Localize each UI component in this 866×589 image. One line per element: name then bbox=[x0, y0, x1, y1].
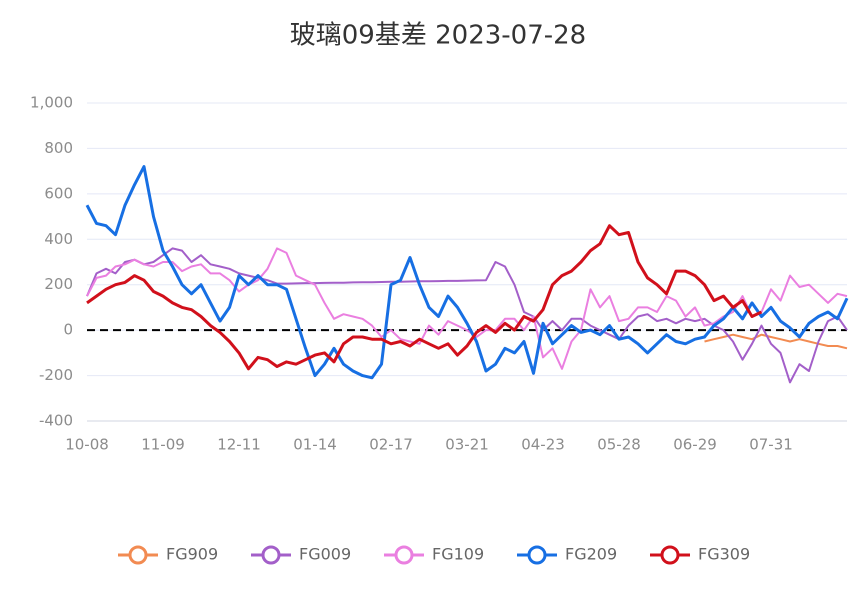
x-tick-label: 05-28 bbox=[597, 436, 641, 454]
chart-title: 玻璃09基差 2023-07-28 bbox=[290, 21, 586, 51]
series-line bbox=[86, 247, 848, 370]
x-tick-label: 04-23 bbox=[521, 436, 565, 454]
x-tick-label: 02-17 bbox=[369, 436, 413, 454]
series-line bbox=[86, 247, 848, 384]
legend-label: FG109 bbox=[432, 545, 484, 564]
series-line bbox=[85, 165, 849, 380]
series-line bbox=[704, 333, 848, 350]
x-tick-label: 06-29 bbox=[673, 436, 717, 454]
y-tick-label: -200 bbox=[39, 366, 73, 384]
legend-marker bbox=[261, 545, 281, 565]
x-tick-label: 11-09 bbox=[141, 436, 185, 454]
series-line bbox=[86, 224, 763, 371]
legend-marker bbox=[394, 545, 414, 565]
x-tick-label: 10-08 bbox=[65, 436, 109, 454]
y-tick-label: 1,000 bbox=[30, 94, 73, 112]
legend-label: FG309 bbox=[698, 545, 750, 564]
y-tick-label: 0 bbox=[63, 321, 73, 339]
legend-label: FG009 bbox=[299, 545, 351, 564]
legend-label: FG209 bbox=[565, 545, 617, 564]
y-tick-label: 400 bbox=[44, 230, 73, 248]
legend-marker bbox=[527, 545, 547, 565]
y-tick-label: 200 bbox=[44, 275, 73, 293]
legend-marker bbox=[128, 545, 148, 565]
x-tick-label: 03-21 bbox=[445, 436, 489, 454]
x-tick-label: 07-31 bbox=[749, 436, 793, 454]
y-tick-label: 600 bbox=[44, 184, 73, 202]
y-tick-label: 800 bbox=[44, 139, 73, 157]
legend-marker bbox=[660, 545, 680, 565]
y-tick-label: -400 bbox=[39, 412, 73, 430]
x-tick-label: 01-14 bbox=[293, 436, 337, 454]
legend-label: FG909 bbox=[166, 545, 218, 564]
x-tick-label: 12-11 bbox=[217, 436, 261, 454]
